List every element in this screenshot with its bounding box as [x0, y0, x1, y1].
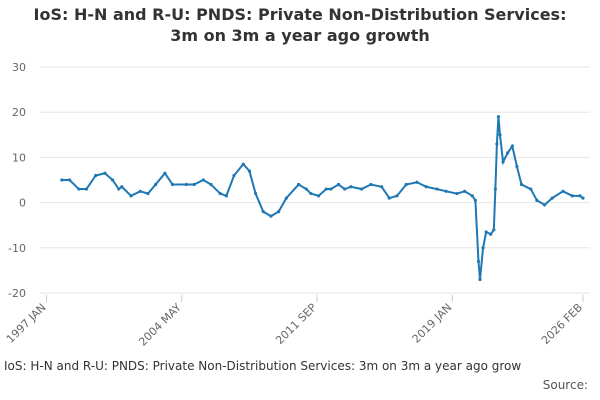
point	[498, 133, 502, 137]
footer-text: IoS: H-N and R-U: PNDS: Private Non-Dist…	[4, 359, 522, 373]
point	[170, 182, 175, 187]
point	[336, 182, 341, 187]
point	[495, 142, 499, 146]
point	[154, 182, 158, 187]
point	[501, 160, 505, 164]
point	[424, 185, 428, 189]
point	[77, 187, 81, 191]
x-tick-label: 1997 JAN	[4, 301, 49, 346]
point	[269, 214, 273, 218]
point	[493, 187, 497, 191]
point	[138, 189, 142, 193]
point	[484, 230, 488, 234]
point	[103, 171, 107, 175]
point	[224, 194, 228, 198]
point	[304, 187, 308, 191]
point	[535, 198, 539, 202]
point	[297, 182, 301, 187]
point	[117, 187, 121, 191]
x-tick-label: 2026 FEB	[539, 301, 585, 347]
point	[529, 187, 533, 191]
y-tick-label: -20	[8, 287, 26, 300]
point	[570, 194, 574, 198]
point	[329, 187, 333, 191]
point	[284, 196, 288, 200]
point	[209, 182, 213, 187]
y-tick-label: -10	[8, 242, 26, 255]
point	[192, 182, 196, 187]
point	[395, 194, 399, 198]
point	[261, 210, 265, 214]
point	[343, 187, 347, 191]
point	[492, 228, 496, 232]
y-tick-label: 0	[19, 197, 26, 210]
point	[67, 178, 72, 182]
point	[506, 151, 510, 155]
point	[476, 259, 481, 263]
point	[184, 182, 188, 187]
point	[444, 189, 448, 193]
y-tick-label: 10	[12, 151, 26, 164]
point	[550, 196, 554, 200]
point	[561, 189, 565, 193]
point	[581, 196, 585, 200]
x-tick-label: 2019 JAN	[410, 301, 455, 346]
point	[510, 144, 514, 148]
point	[542, 203, 547, 207]
point	[380, 185, 384, 189]
point	[478, 277, 482, 282]
y-tick-label: 20	[12, 106, 26, 119]
point	[111, 178, 115, 182]
footer: IoS: H-N and R-U: PNDS: Private Non-Dist…	[0, 359, 600, 373]
source: Source:	[542, 378, 588, 392]
point	[489, 232, 493, 236]
point	[473, 198, 477, 202]
point	[232, 173, 236, 178]
point	[360, 187, 364, 191]
x-tick-label: 2011 SEP	[273, 301, 319, 347]
point	[470, 194, 474, 198]
chart: IoS: H-N and R-U: PNDS: Private Non-Dist…	[4, 5, 590, 349]
point	[578, 194, 582, 198]
point	[241, 162, 245, 166]
point	[163, 171, 167, 175]
point	[415, 180, 419, 184]
point	[201, 178, 205, 182]
point	[129, 194, 133, 198]
point	[120, 185, 124, 189]
y-tick-label: 30	[12, 61, 26, 74]
point	[481, 246, 485, 250]
point	[349, 185, 353, 189]
point	[316, 194, 321, 198]
point	[146, 191, 150, 196]
point	[277, 210, 281, 214]
chart-title: IoS: H-N and R-U: PNDS: Private Non-Dist…	[34, 5, 567, 45]
point	[463, 189, 467, 193]
point	[455, 191, 459, 196]
point	[435, 187, 439, 191]
point	[60, 178, 64, 182]
point	[519, 182, 524, 187]
point	[496, 115, 501, 119]
point	[309, 191, 313, 196]
point	[369, 182, 373, 187]
point	[515, 164, 519, 169]
point	[94, 173, 98, 178]
line	[61, 116, 584, 280]
point	[324, 187, 328, 191]
point	[253, 191, 258, 196]
point	[387, 196, 391, 200]
point	[84, 187, 89, 191]
x-tick-label: 2004 MAY	[136, 301, 184, 349]
point	[404, 182, 408, 187]
point	[247, 169, 252, 173]
point	[218, 191, 222, 196]
